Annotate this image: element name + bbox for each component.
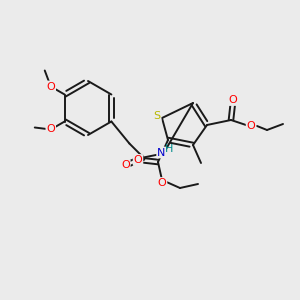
- Text: O: O: [46, 124, 55, 134]
- Text: O: O: [247, 121, 255, 131]
- Text: O: O: [46, 82, 55, 92]
- Text: N: N: [157, 148, 166, 158]
- Text: O: O: [158, 178, 166, 188]
- Text: O: O: [229, 95, 237, 105]
- Text: H: H: [165, 143, 174, 154]
- Text: O: O: [121, 160, 130, 170]
- Text: S: S: [153, 111, 161, 121]
- Text: O: O: [134, 155, 142, 165]
